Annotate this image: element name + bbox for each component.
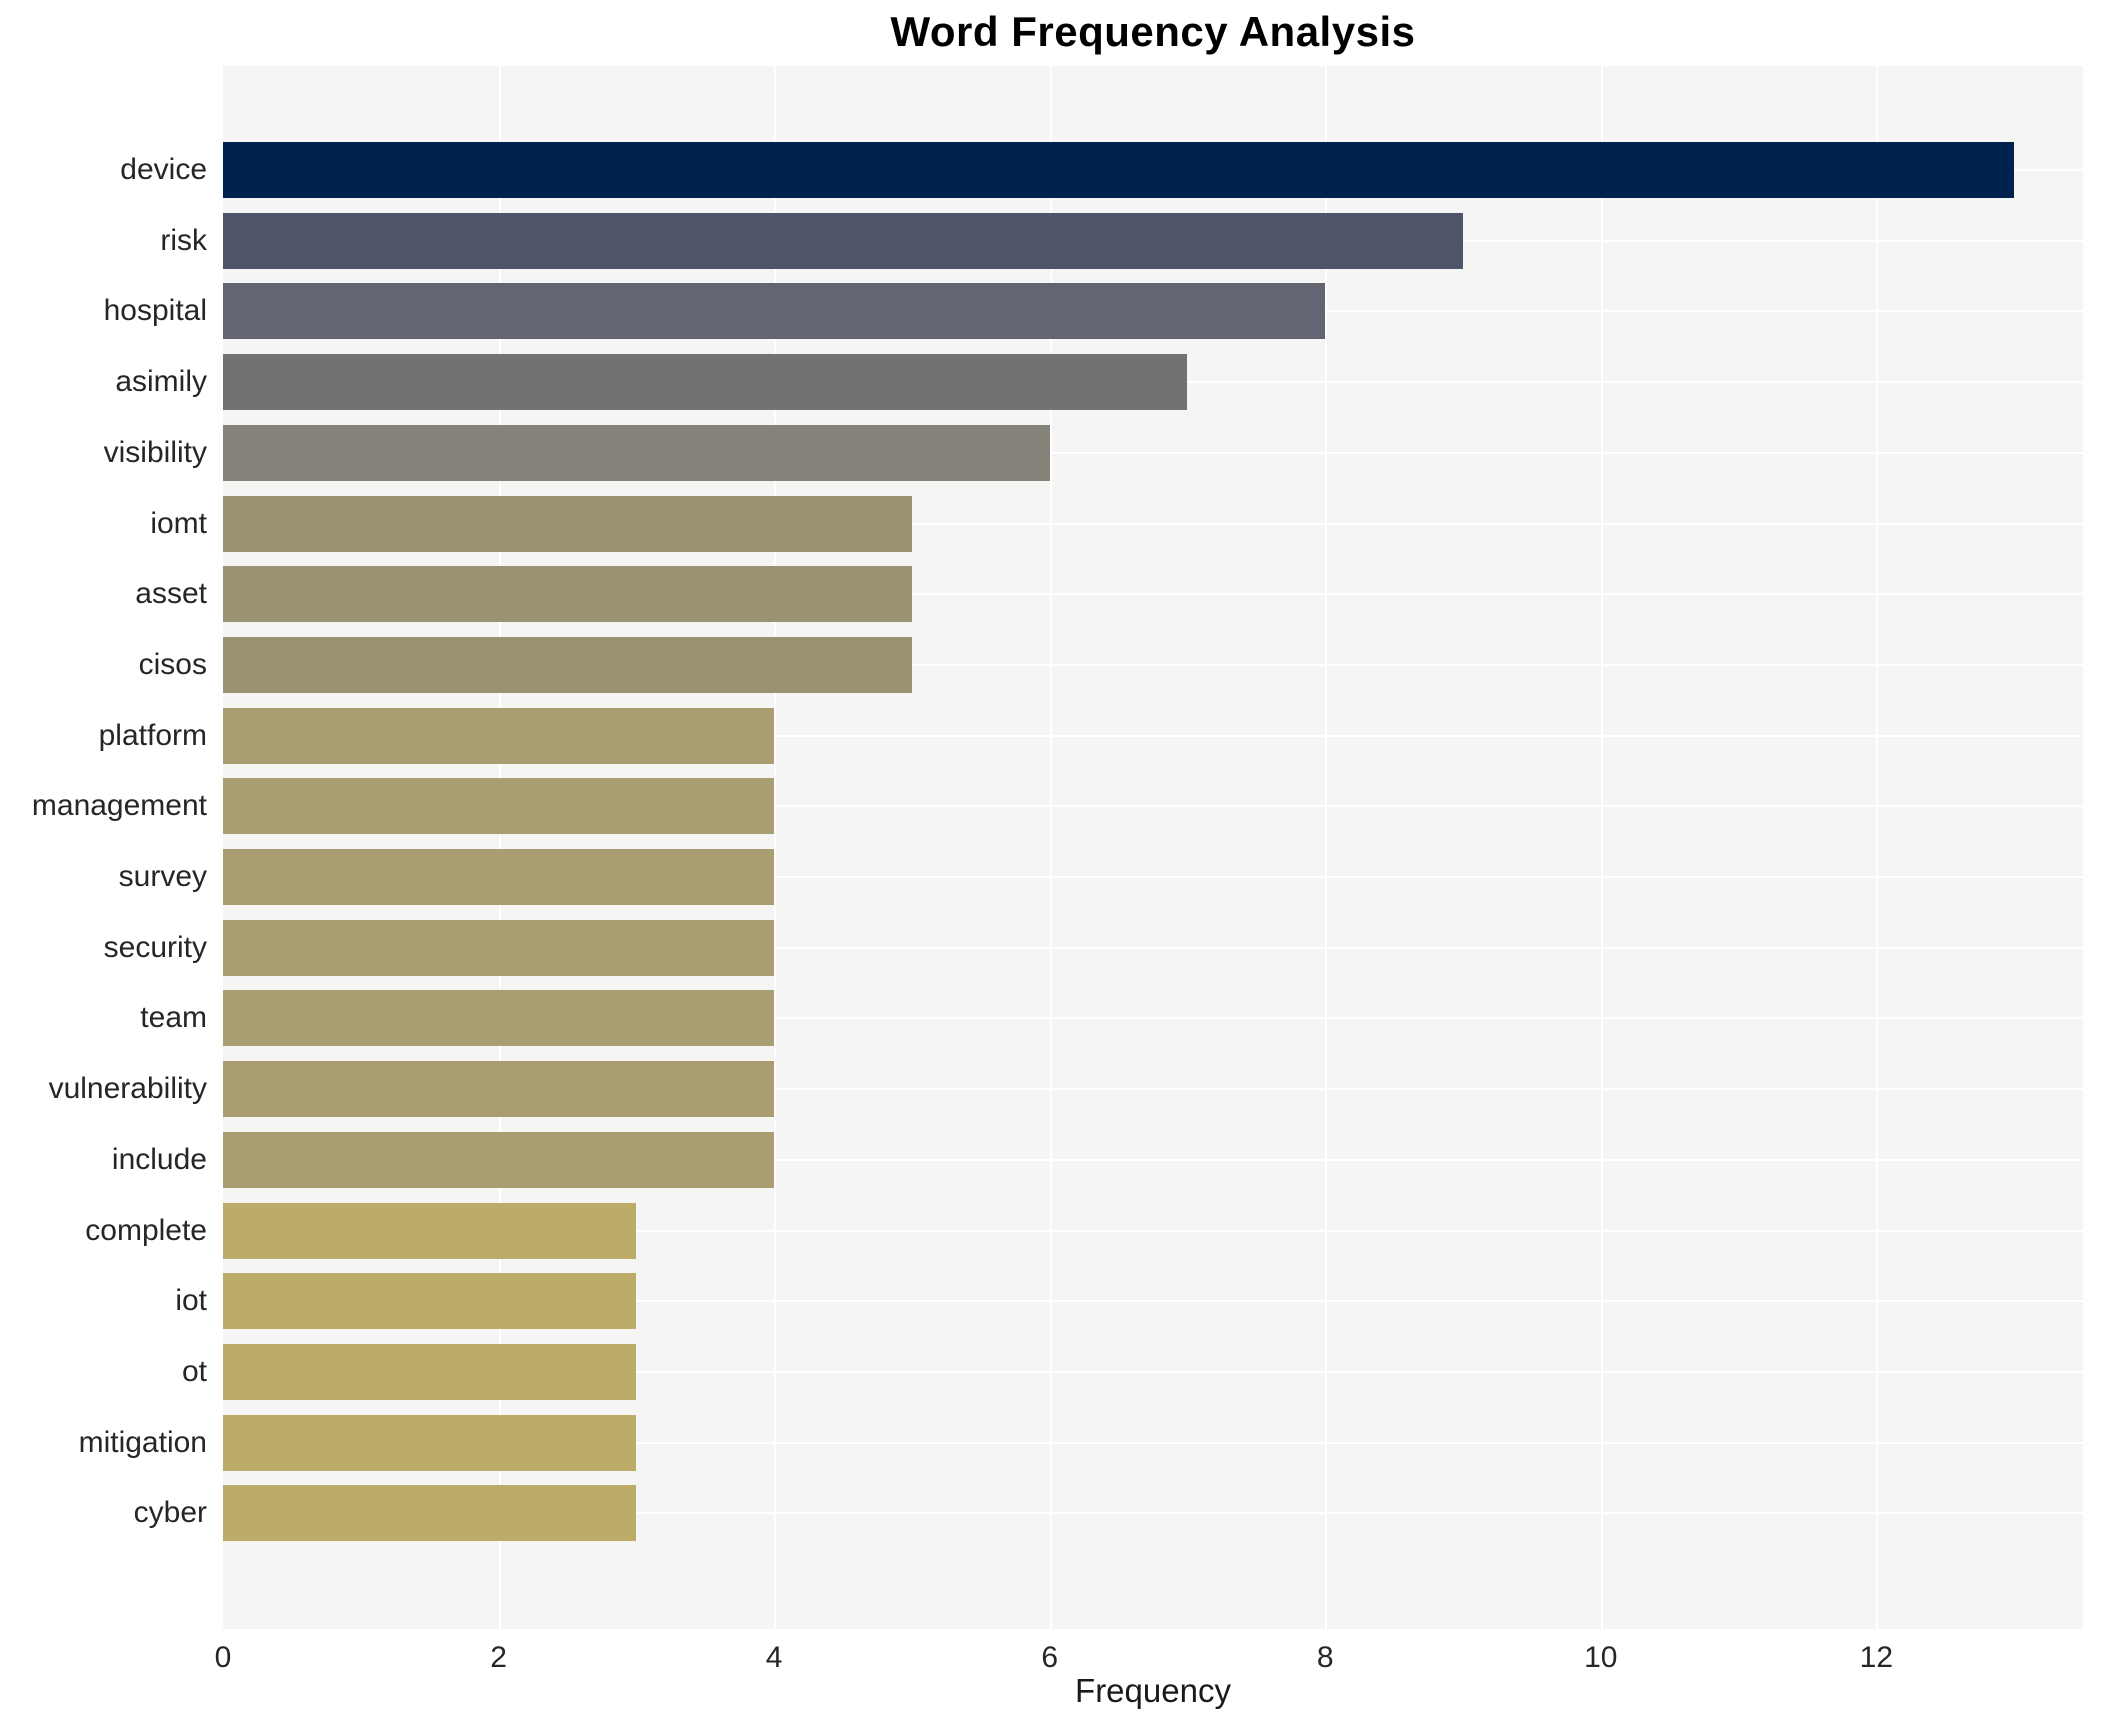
x-tick-label-10: 10: [1584, 1641, 1618, 1674]
y-tick-label-iomt: iomt: [150, 506, 207, 540]
bar-platform: [223, 707, 775, 764]
gridline-horizontal: [223, 593, 2083, 596]
x-tick-label-4: 4: [765, 1641, 783, 1674]
bar-asimily: [223, 354, 1188, 411]
bar-risk: [223, 212, 1463, 269]
bar-ot: [223, 1343, 637, 1400]
gridline-horizontal: [223, 1300, 2083, 1303]
gridline-horizontal: [223, 1088, 2083, 1091]
gridline-horizontal: [223, 946, 2083, 949]
gridline-horizontal: [223, 1441, 2083, 1444]
gridline-vertical: [1049, 66, 1052, 1629]
y-tick-label-security: security: [103, 930, 207, 964]
bar-management: [223, 778, 775, 835]
x-tick-label-6: 6: [1041, 1641, 1058, 1674]
gridline-horizontal: [223, 1229, 2083, 1232]
bar-cyber: [223, 1485, 637, 1542]
gridline-horizontal: [223, 1017, 2083, 1020]
y-tick-label-platform: platform: [98, 718, 207, 752]
gridline-horizontal: [223, 734, 2083, 737]
bar-vulnerability: [223, 1061, 775, 1118]
bar-security: [223, 919, 775, 976]
gridline-horizontal: [223, 663, 2083, 666]
gridline-vertical: [1876, 66, 1879, 1629]
bar-visibility: [223, 424, 1050, 481]
y-tick-label-visibility: visibility: [103, 435, 207, 469]
bar-iomt: [223, 495, 912, 552]
gridline-vertical: [498, 66, 501, 1629]
y-tick-label-team: team: [140, 1001, 207, 1035]
y-tick-label-cyber: cyber: [133, 1496, 207, 1530]
gridline-horizontal: [223, 522, 2083, 525]
y-tick-label-iot: iot: [175, 1284, 207, 1318]
y-tick-label-survey: survey: [118, 860, 207, 893]
bar-complete: [223, 1202, 637, 1259]
bar-team: [223, 990, 775, 1047]
y-tick-label-hospital: hospital: [103, 294, 207, 328]
y-tick-label-ot: ot: [181, 1354, 207, 1388]
x-tick-label-8: 8: [1316, 1641, 1334, 1674]
gridline-horizontal: [223, 1370, 2083, 1373]
bar-cisos: [223, 636, 912, 693]
bar-asset: [223, 566, 912, 623]
x-tick-label-12: 12: [1859, 1641, 1894, 1674]
y-tick-label-management: management: [31, 789, 207, 823]
y-tick-label-device: device: [120, 153, 207, 186]
bar-iot: [223, 1273, 637, 1330]
bar-survey: [223, 849, 775, 905]
gridline-horizontal: [223, 876, 2083, 878]
x-axis-label: Frequency: [1075, 1672, 1231, 1709]
bar-hospital: [223, 283, 1326, 340]
gridline-vertical: [1600, 66, 1603, 1629]
y-tick-label-include: include: [111, 1142, 207, 1176]
y-tick-label-vulnerability: vulnerability: [48, 1072, 207, 1106]
y-tick-label-asimily: asimily: [115, 365, 207, 399]
gridline-horizontal: [223, 805, 2083, 808]
chart-title: Word Frequency Analysis: [890, 8, 1416, 55]
y-tick-label-complete: complete: [85, 1213, 207, 1247]
gridline-vertical: [774, 66, 777, 1629]
bar-mitigation: [223, 1414, 637, 1471]
bar-device: [223, 142, 2015, 198]
y-tick-label-mitigation: mitigation: [78, 1425, 207, 1459]
gridline-horizontal: [223, 1158, 2083, 1161]
x-tick-label-2: 2: [490, 1641, 507, 1674]
y-tick-label-cisos: cisos: [138, 647, 207, 681]
y-tick-label-risk: risk: [160, 223, 207, 257]
x-tick-label-0: 0: [214, 1641, 232, 1674]
gridline-horizontal: [223, 451, 2083, 454]
gridline-horizontal: [223, 1512, 2083, 1515]
gridline-vertical: [1325, 66, 1328, 1629]
y-tick-label-asset: asset: [135, 577, 207, 611]
plot-area: device risk hospital asimily visibility iomt a…: [32, 66, 2083, 1629]
bar-include: [223, 1131, 775, 1188]
